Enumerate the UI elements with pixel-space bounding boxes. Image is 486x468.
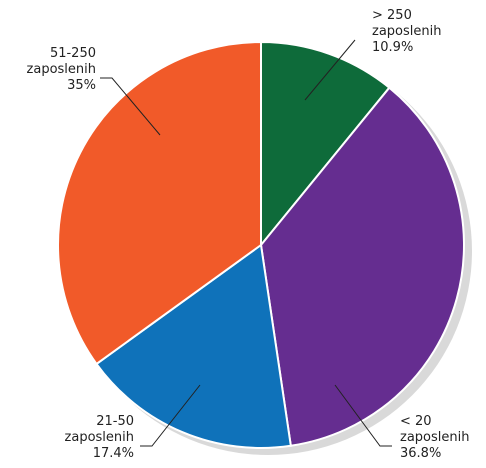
leader-line [334, 384, 392, 447]
slice-label: > 250 zaposlenih 10.9% [372, 8, 462, 56]
pie-slice [95, 243, 292, 449]
pie-slice [260, 40, 391, 248]
slice-label: 51-250 zaposlenih 35% [6, 46, 96, 94]
value-label: 36.8% [400, 446, 442, 461]
leader-line [304, 39, 356, 101]
value-label: 10.9% [372, 40, 414, 55]
category-label: 51-250 zaposlenih [26, 46, 96, 77]
pie-slice [259, 86, 465, 447]
leader-line [100, 77, 161, 136]
category-label: 21-50 zaposlenih [64, 414, 134, 445]
slice-label: < 20 zaposlenih 36.8% [400, 414, 486, 462]
value-label: 35% [67, 78, 96, 93]
value-label: 17.4% [92, 446, 134, 461]
pie-slice [57, 40, 262, 366]
leader-line [140, 384, 201, 447]
category-label: < 20 zaposlenih [400, 414, 470, 445]
category-label: > 250 zaposlenih [372, 8, 442, 39]
slice-label: 21-50 zaposlenih 17.4% [44, 414, 134, 462]
